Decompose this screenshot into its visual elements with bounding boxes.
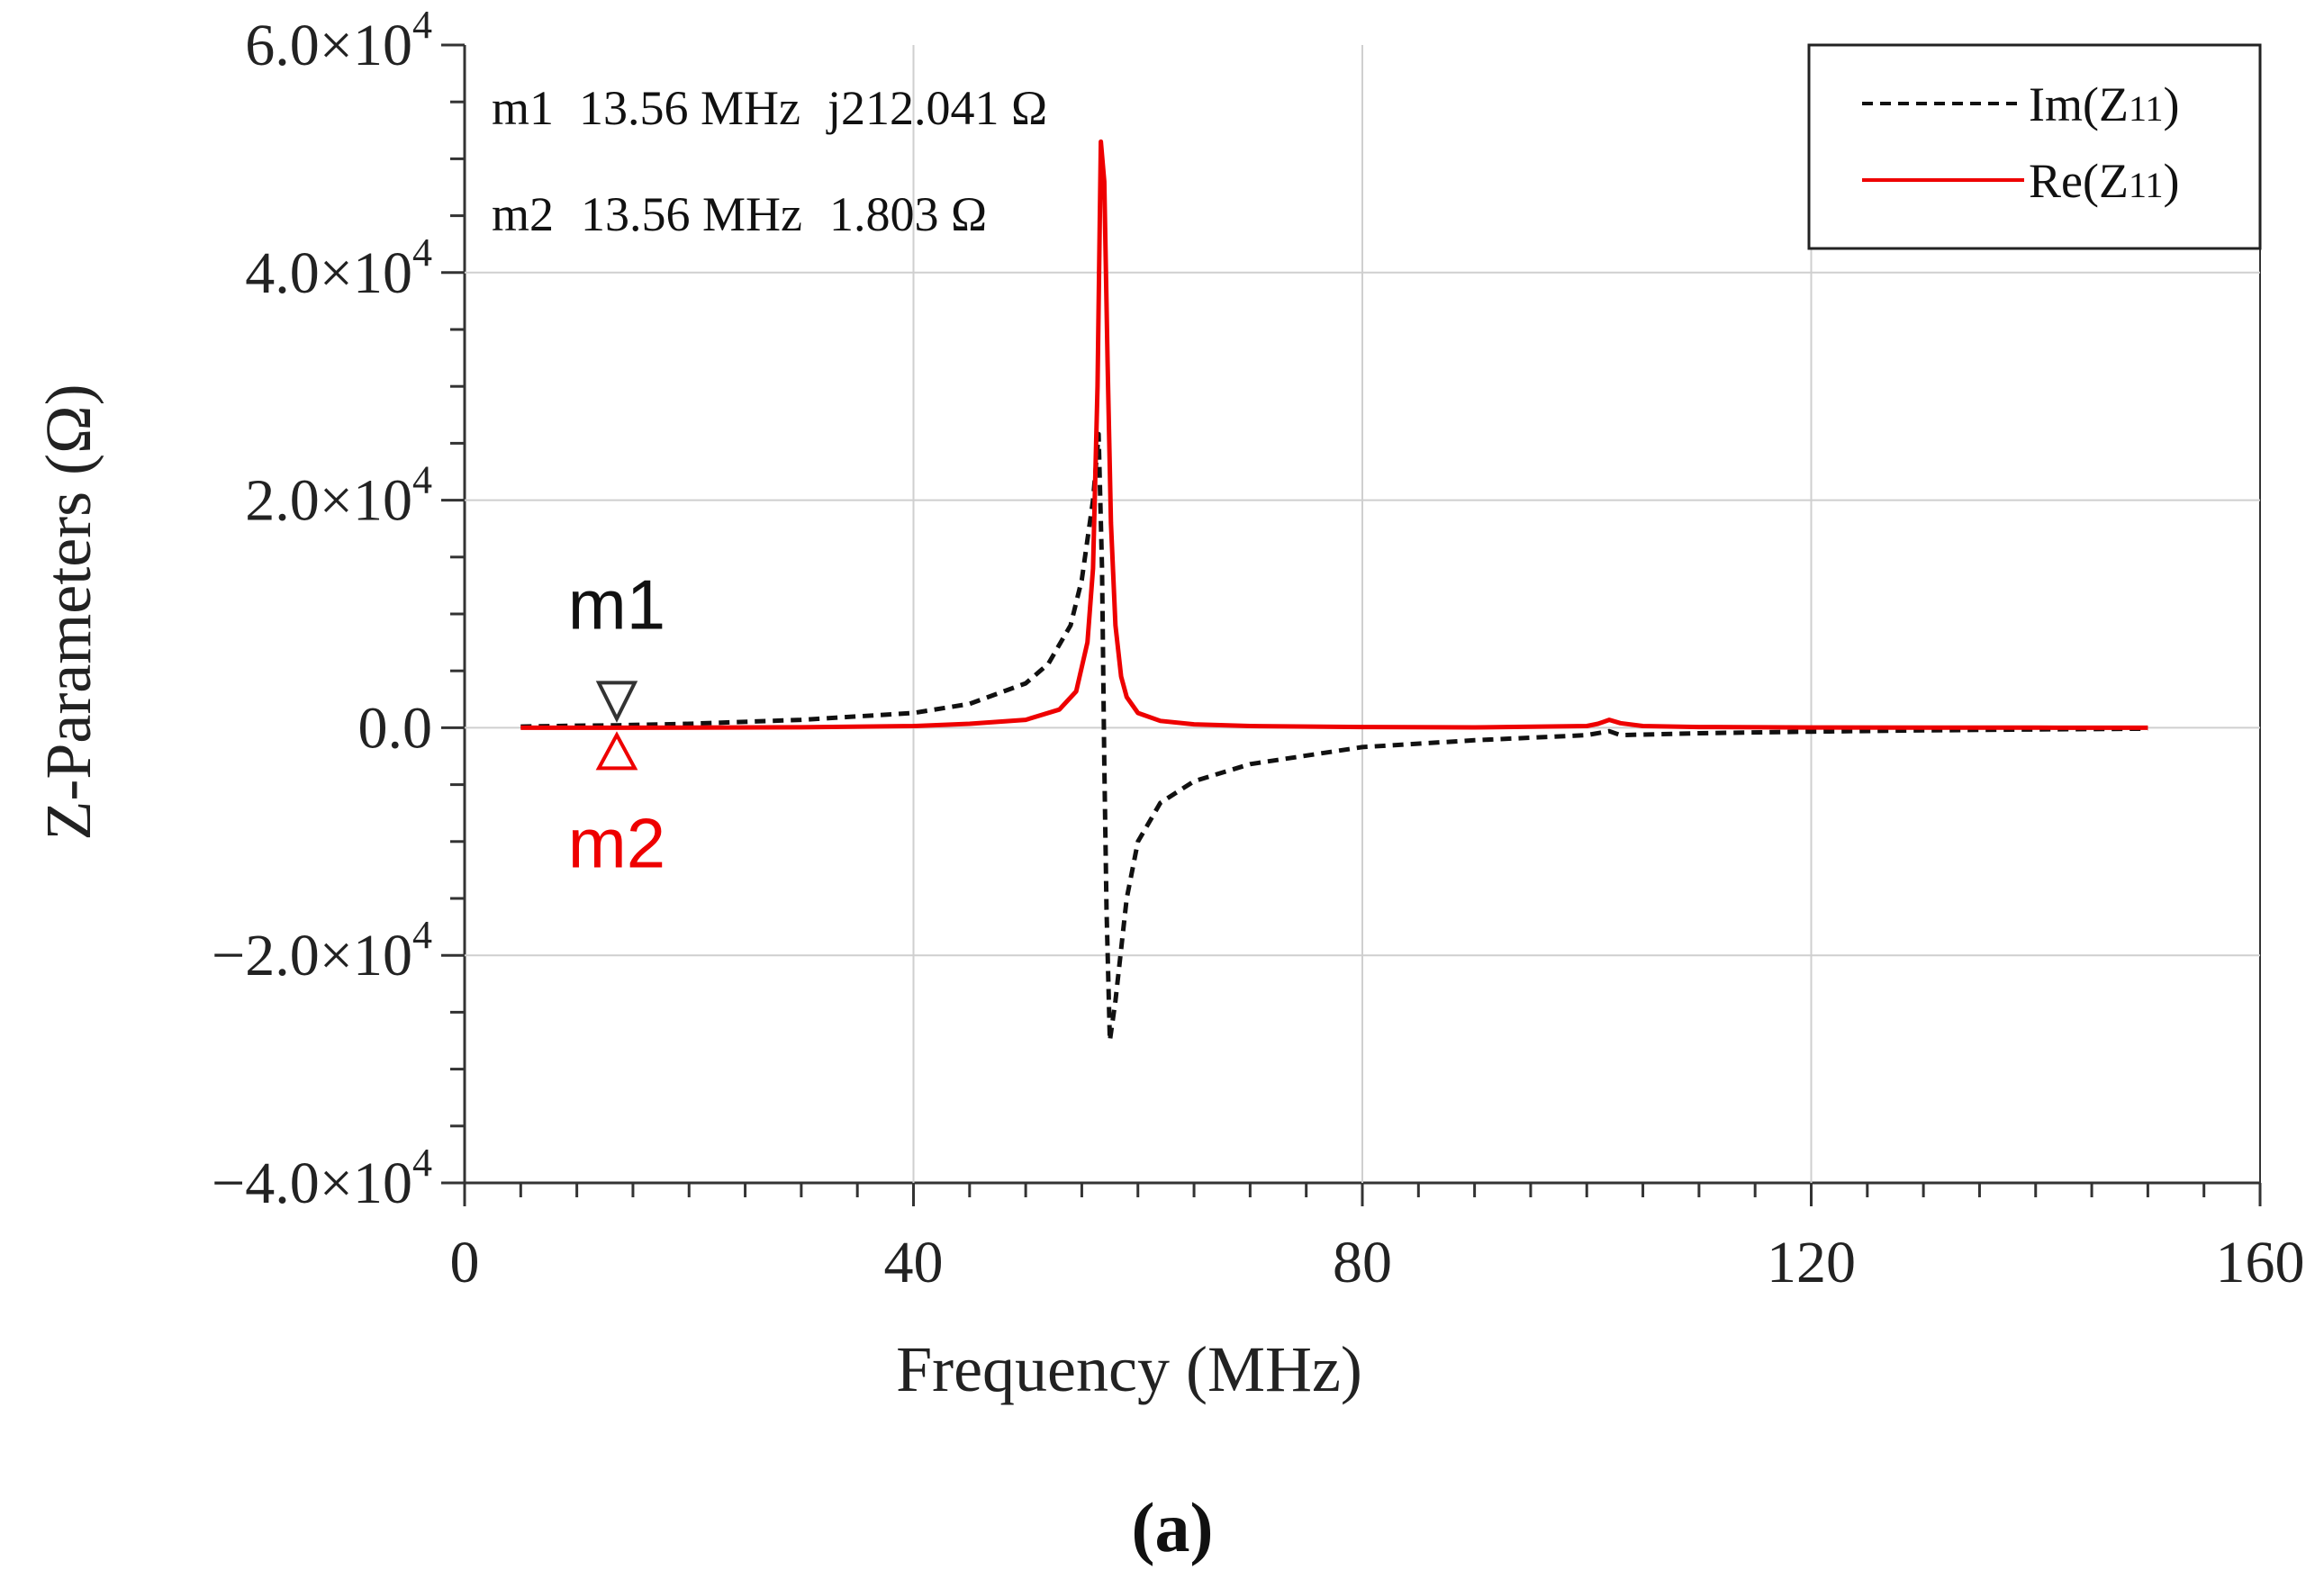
marker-m1-icon bbox=[595, 681, 638, 723]
y-tick-label: −4.0×104 bbox=[212, 1141, 432, 1216]
marker-readout-m1: m1 13.56 MHz j212.041 Ω bbox=[492, 81, 1047, 135]
legend: Im(Z11) Re(Z11) bbox=[1807, 43, 2262, 250]
x-tick-label: 0 bbox=[450, 1230, 480, 1295]
series-line-re bbox=[520, 139, 2148, 730]
legend-label-im: Im(Z11) bbox=[2029, 77, 2179, 131]
figure-caption: (a) bbox=[1132, 1488, 1214, 1566]
axis-ticks: 0 40 80 120 160 6.0×104 4.0×104 2.0×104 0.0 −2.0×… bbox=[212, 3, 2304, 1295]
y-tick-label: 2.0×104 bbox=[245, 458, 432, 534]
markers: m1 m2 bbox=[568, 564, 665, 882]
y-axis-title: Z-Parameters (Ω) bbox=[32, 383, 104, 840]
marker-m1-label: m1 bbox=[568, 564, 665, 644]
series-line-im bbox=[520, 431, 2148, 1043]
y-tick-label: 0.0 bbox=[358, 695, 433, 761]
y-tick-label: 6.0×104 bbox=[245, 3, 432, 78]
series-lines bbox=[520, 139, 2148, 1043]
marker-m2-icon bbox=[595, 731, 638, 771]
x-tick-label: 160 bbox=[2216, 1230, 2305, 1295]
y-tick-label: 4.0×104 bbox=[245, 230, 432, 306]
marker-m2-label: m2 bbox=[568, 803, 665, 882]
legend-label-re: Re(Z11) bbox=[2029, 154, 2179, 208]
marker-readout-m2: m2 13.56 MHz 1.803 Ω bbox=[492, 187, 987, 241]
x-tick-label: 80 bbox=[1333, 1230, 1392, 1295]
x-tick-label: 120 bbox=[1767, 1230, 1856, 1295]
y-tick-label: −2.0×104 bbox=[212, 913, 432, 988]
legend-frame bbox=[1807, 43, 2262, 250]
x-tick-label: 40 bbox=[884, 1230, 944, 1295]
x-axis-title: Frequency (MHz) bbox=[896, 1333, 1362, 1405]
